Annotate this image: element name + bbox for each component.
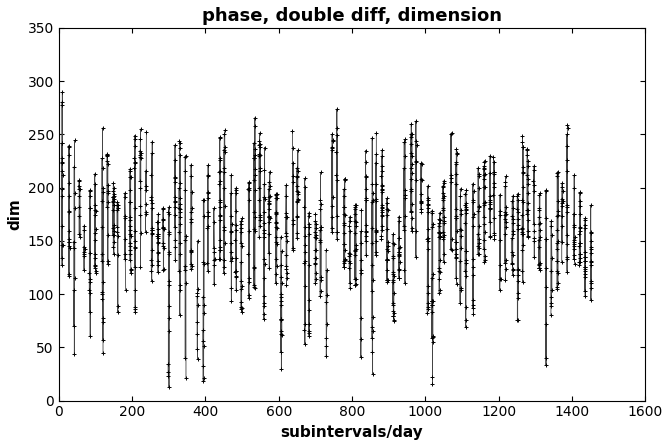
- Y-axis label: dim: dim: [7, 198, 22, 230]
- Title: phase, double diff, dimension: phase, double diff, dimension: [202, 7, 502, 25]
- X-axis label: subintervals/day: subintervals/day: [281, 425, 423, 440]
